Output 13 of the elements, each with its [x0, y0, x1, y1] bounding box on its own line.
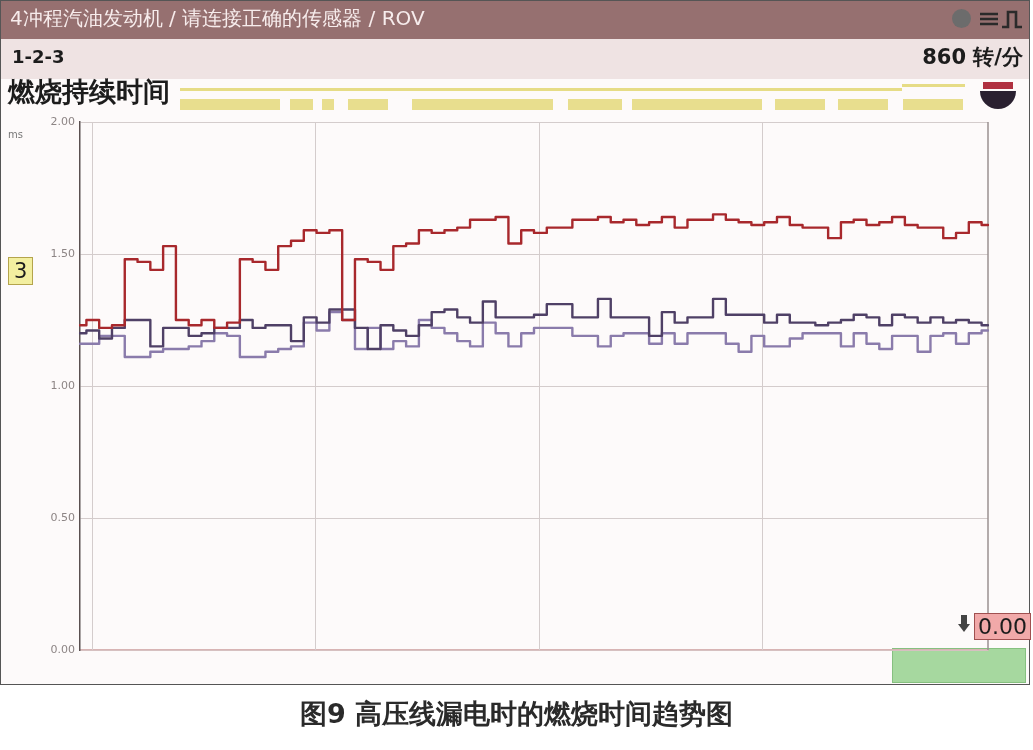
text: 3 [8, 257, 34, 286]
y-tick-label: 2.00 [50, 114, 75, 128]
text: 1-2-3 [12, 46, 65, 68]
y-tick-label: 1.00 [50, 378, 75, 392]
y-tick-label: 1.50 [50, 246, 75, 260]
text: 860 转/分 [922, 45, 1023, 70]
y-axis-title: ms [8, 129, 23, 140]
chart-title: 燃烧持续时间 [8, 76, 170, 107]
text: 4冲程汽油发动机 / 请连接正确的传感器 / ROV [10, 6, 425, 30]
y-tick-label: 0.00 [50, 642, 75, 656]
y-tick-label: 0.50 [50, 510, 75, 524]
annotation: 0.00 [974, 613, 1031, 641]
caption: 图9 高压线漏电时的燃烧时间趋势图 [299, 698, 734, 730]
